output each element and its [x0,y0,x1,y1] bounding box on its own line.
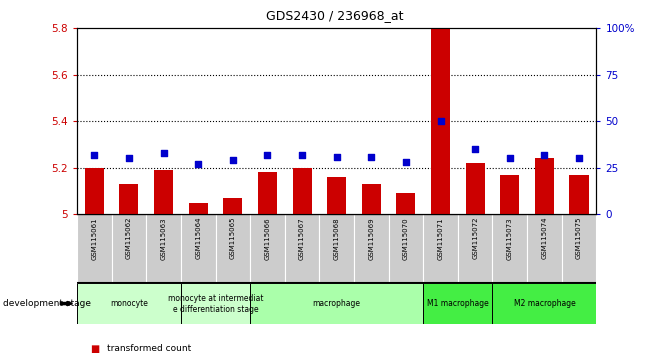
Bar [561,214,596,283]
Bar [397,193,415,214]
Text: GSM115064: GSM115064 [195,217,201,259]
Bar [77,283,181,324]
Text: GDS2430 / 236968_at: GDS2430 / 236968_at [266,9,404,22]
Text: M2 macrophage: M2 macrophage [513,299,576,308]
Point [193,161,204,167]
Point [123,156,134,161]
Bar [181,214,216,283]
Bar [285,214,320,283]
Text: transformed count: transformed count [107,344,192,353]
Bar [250,214,285,283]
Bar [146,214,181,283]
Text: GSM115066: GSM115066 [265,217,271,259]
Point [505,156,515,161]
Text: monocyte: monocyte [110,299,148,308]
Bar [258,172,277,214]
Point [262,152,273,158]
Bar [327,177,346,214]
Text: GSM115070: GSM115070 [403,217,409,259]
Bar [320,214,354,283]
Bar [293,168,312,214]
Bar [535,158,554,214]
Bar [362,184,381,214]
Text: GSM115062: GSM115062 [126,217,132,259]
Bar [431,28,450,214]
Point [366,154,377,159]
Point [436,118,446,124]
Text: GSM115063: GSM115063 [161,217,167,259]
Bar [466,163,484,214]
Bar [189,202,208,214]
Point [332,154,342,159]
Text: M1 macrophage: M1 macrophage [427,299,488,308]
Text: ■: ■ [90,344,100,354]
Bar [77,214,112,283]
Bar [527,214,561,283]
Text: GSM115074: GSM115074 [541,217,547,259]
Text: GSM115071: GSM115071 [438,217,444,259]
Bar [423,214,458,283]
Bar [389,214,423,283]
Bar [570,175,588,214]
Text: development stage: development stage [3,299,91,308]
Bar [119,184,139,214]
Bar [223,198,243,214]
Text: GSM115075: GSM115075 [576,217,582,259]
Text: GSM115069: GSM115069 [369,217,375,259]
Bar [154,170,173,214]
Point [539,152,549,158]
Text: GSM115073: GSM115073 [507,217,513,259]
Point [401,159,411,165]
Text: GSM115072: GSM115072 [472,217,478,259]
Bar [85,168,104,214]
Bar [500,175,519,214]
Text: macrophage: macrophage [313,299,360,308]
Bar [250,283,423,324]
Text: GSM115067: GSM115067 [299,217,305,259]
Bar [354,214,389,283]
Point [574,156,584,161]
Point [227,158,239,163]
Point [158,150,169,156]
Bar [423,283,492,324]
Text: GSM115068: GSM115068 [334,217,340,259]
Bar [112,214,146,283]
Bar [458,214,492,283]
Point [89,152,100,158]
Point [470,146,480,152]
Point [297,152,308,158]
Bar [181,283,250,324]
Bar [216,214,250,283]
Text: monocyte at intermediat
e differentiation stage: monocyte at intermediat e differentiatio… [168,293,263,314]
Bar [492,214,527,283]
Text: GSM115065: GSM115065 [230,217,236,259]
Text: GSM115061: GSM115061 [91,217,97,259]
Bar [492,283,596,324]
